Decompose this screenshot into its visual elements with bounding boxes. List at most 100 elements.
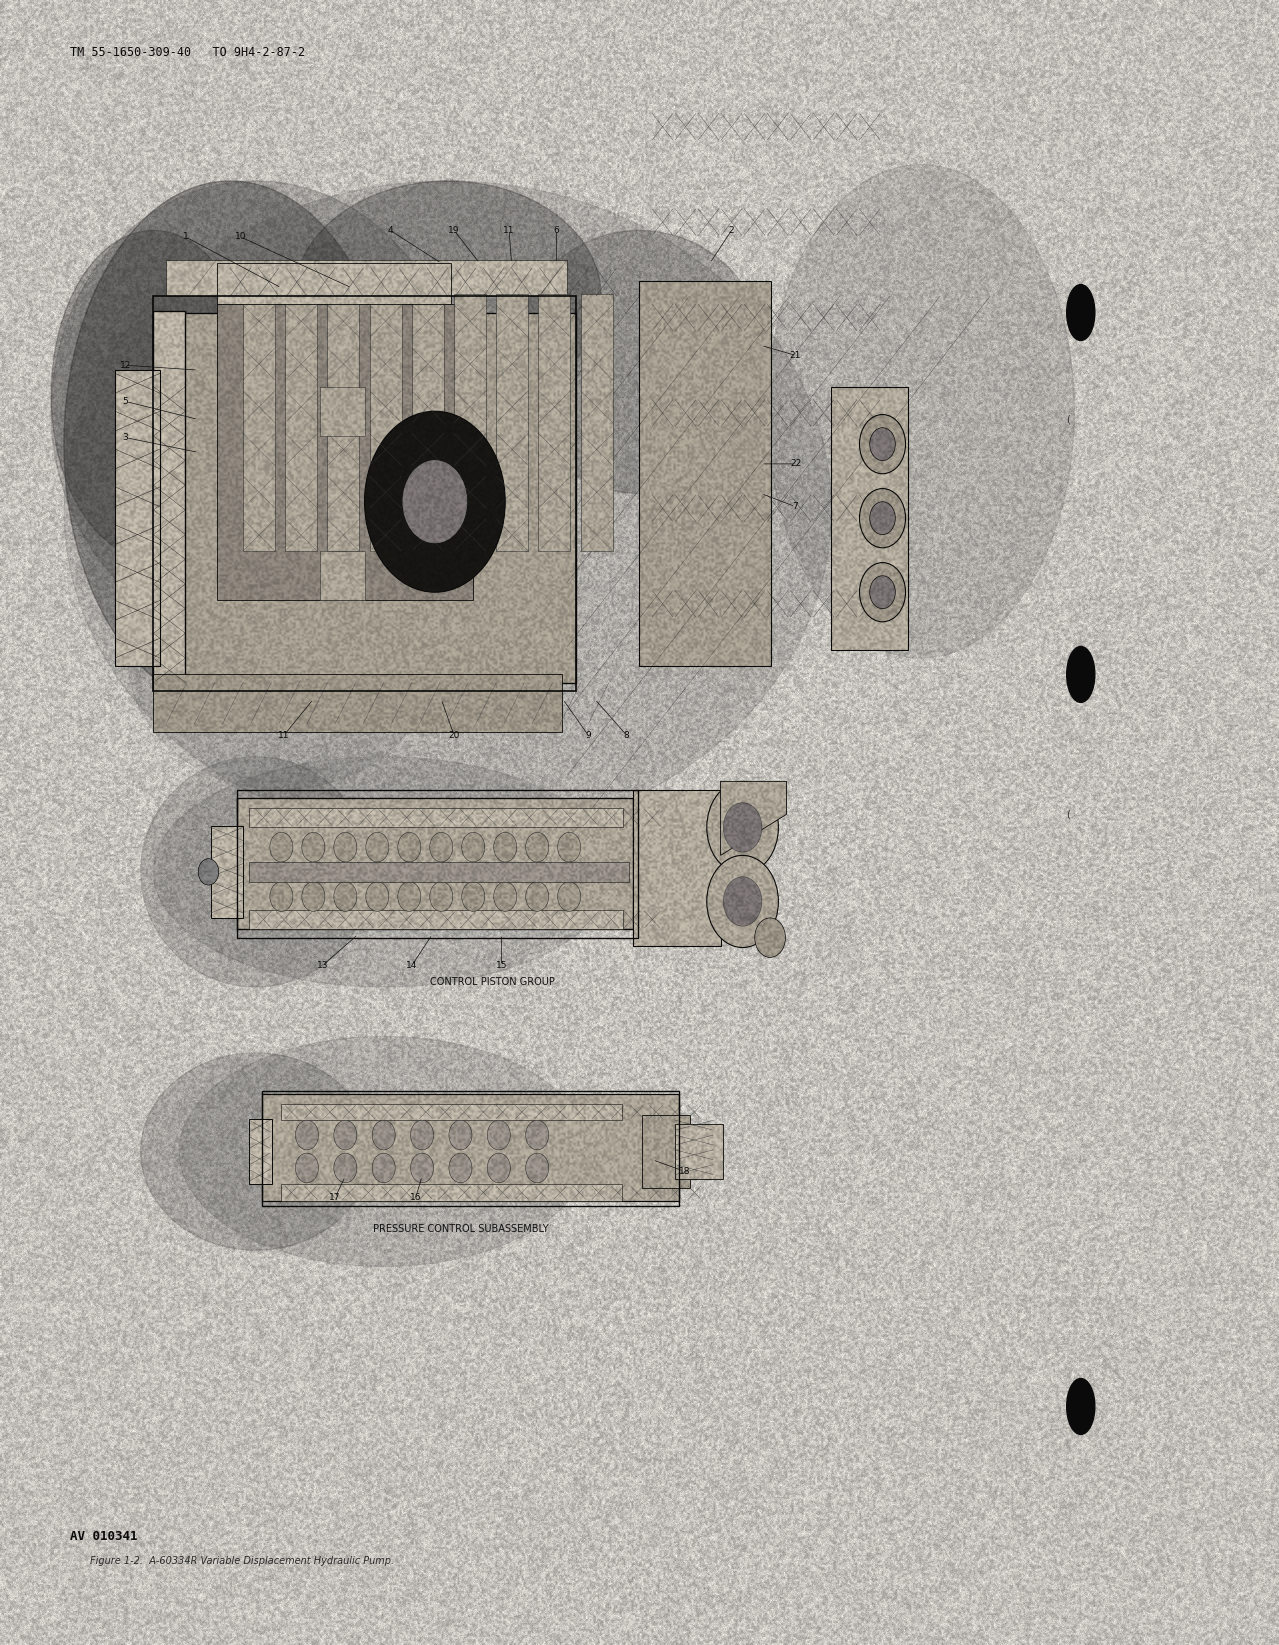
Circle shape	[870, 428, 895, 461]
Bar	[237, 790, 638, 938]
Ellipse shape	[179, 1036, 588, 1267]
Ellipse shape	[462, 832, 485, 862]
Ellipse shape	[153, 757, 614, 987]
Ellipse shape	[334, 882, 357, 911]
Text: 11: 11	[504, 225, 514, 235]
Bar	[320, 387, 365, 436]
Bar	[675, 1124, 723, 1179]
Bar	[217, 263, 450, 304]
Ellipse shape	[526, 882, 549, 911]
Bar	[262, 1091, 679, 1206]
Text: 20: 20	[449, 730, 459, 740]
Bar	[249, 862, 629, 882]
Text: Figure 1-2.  A-60334R Variable Displacement Hydraulic Pump.: Figure 1-2. A-60334R Variable Displaceme…	[90, 1556, 394, 1566]
Text: 22: 22	[790, 459, 801, 469]
Text: 19: 19	[449, 225, 459, 235]
Circle shape	[449, 1120, 472, 1150]
Text: 21: 21	[790, 350, 801, 360]
Circle shape	[724, 803, 762, 852]
Ellipse shape	[430, 882, 453, 911]
Ellipse shape	[462, 882, 485, 911]
Ellipse shape	[128, 526, 435, 790]
Bar	[538, 294, 570, 551]
Circle shape	[372, 1120, 395, 1150]
Ellipse shape	[1067, 646, 1095, 702]
Ellipse shape	[256, 378, 460, 576]
Bar	[249, 910, 623, 929]
Text: PRESSURE CONTROL SUBASSEMBLY: PRESSURE CONTROL SUBASSEMBLY	[372, 1224, 549, 1234]
Ellipse shape	[526, 832, 549, 862]
Text: 7: 7	[793, 502, 798, 512]
Text: 14: 14	[407, 961, 417, 971]
Circle shape	[411, 1120, 434, 1150]
Text: 8: 8	[624, 730, 629, 740]
Ellipse shape	[398, 882, 421, 911]
Bar	[217, 304, 472, 600]
Ellipse shape	[398, 832, 421, 862]
Text: 3: 3	[123, 433, 128, 443]
Bar	[496, 294, 528, 551]
Bar	[412, 294, 444, 551]
Bar	[153, 296, 577, 691]
Bar	[153, 313, 577, 683]
Ellipse shape	[302, 832, 325, 862]
Text: 11: 11	[279, 730, 289, 740]
Circle shape	[334, 1120, 357, 1150]
Bar	[642, 1115, 689, 1188]
Circle shape	[334, 1153, 357, 1183]
Circle shape	[198, 859, 219, 885]
Circle shape	[526, 1120, 549, 1150]
Bar	[831, 387, 908, 650]
Bar	[249, 808, 623, 827]
Circle shape	[487, 1120, 510, 1150]
Ellipse shape	[141, 1053, 371, 1250]
Circle shape	[295, 1153, 318, 1183]
Ellipse shape	[366, 832, 389, 862]
Text: 17: 17	[330, 1193, 340, 1202]
Bar	[281, 1104, 622, 1120]
Circle shape	[859, 563, 906, 622]
Bar	[327, 294, 359, 551]
Ellipse shape	[294, 181, 601, 411]
Text: 2: 2	[729, 225, 734, 235]
Text: TM 55-1650-309-40   TO 9H4-2-87-2: TM 55-1650-309-40 TO 9H4-2-87-2	[70, 46, 306, 59]
Ellipse shape	[51, 230, 256, 559]
Text: 4: 4	[388, 225, 393, 235]
Circle shape	[724, 877, 762, 926]
Text: 6: 6	[554, 225, 559, 235]
Text: (: (	[1065, 415, 1071, 424]
Text: 16: 16	[411, 1193, 421, 1202]
Bar	[211, 826, 243, 918]
Circle shape	[859, 489, 906, 548]
Bar	[262, 1094, 679, 1201]
Ellipse shape	[366, 882, 389, 911]
Text: AV 010341: AV 010341	[70, 1530, 138, 1543]
Circle shape	[411, 1153, 434, 1183]
Circle shape	[870, 576, 895, 609]
Text: 10: 10	[235, 232, 246, 242]
Ellipse shape	[558, 882, 581, 911]
Bar	[115, 370, 160, 666]
Bar	[320, 551, 365, 600]
Ellipse shape	[512, 230, 767, 493]
Circle shape	[707, 855, 779, 948]
Ellipse shape	[1067, 1379, 1095, 1434]
Ellipse shape	[302, 882, 325, 911]
Bar	[237, 798, 633, 929]
Circle shape	[870, 502, 895, 535]
Bar	[153, 311, 185, 691]
Text: 9: 9	[586, 730, 591, 740]
Bar	[633, 790, 720, 946]
Ellipse shape	[141, 757, 371, 987]
Text: CONTROL PISTON GROUP: CONTROL PISTON GROUP	[430, 977, 555, 987]
Text: 12: 12	[120, 360, 130, 370]
Ellipse shape	[767, 164, 1074, 658]
Ellipse shape	[270, 832, 293, 862]
Circle shape	[365, 411, 505, 592]
Circle shape	[449, 1153, 472, 1183]
Text: 15: 15	[496, 961, 506, 971]
Bar	[281, 1184, 622, 1201]
Ellipse shape	[51, 181, 460, 642]
Bar	[581, 294, 613, 551]
Bar	[454, 294, 486, 551]
